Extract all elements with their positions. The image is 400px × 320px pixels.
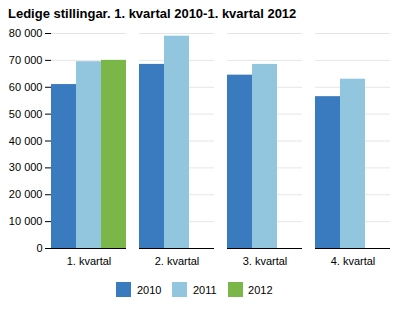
- svg-text:3. kvartal: 3. kvartal: [243, 255, 288, 267]
- svg-text:70 000: 70 000: [9, 54, 43, 66]
- svg-text:4. kvartal: 4. kvartal: [331, 255, 376, 267]
- html-text:2010: 2010: [136, 283, 162, 296]
- svg-text:0: 0: [36, 242, 42, 254]
- svg-text:1. kvartal: 1. kvartal: [67, 255, 112, 267]
- svg-text:30 000: 30 000: [9, 161, 43, 173]
- svg-text:80 000: 80 000: [9, 27, 43, 39]
- svg-text:20 000: 20 000: [9, 188, 43, 200]
- svg-text:50 000: 50 000: [9, 108, 43, 120]
- html-text:2012: 2012: [248, 283, 273, 296]
- svg-text:10 000: 10 000: [9, 215, 43, 227]
- svg-text:40 000: 40 000: [9, 135, 43, 147]
- svg-text:2. kvartal: 2. kvartal: [155, 255, 200, 267]
- html-text:2011: 2011: [192, 283, 217, 296]
- html-text:Ledige stillingar. 1. kvartal: Ledige stillingar. 1. kvartal 2010-1. kv…: [8, 6, 297, 21]
- svg-text:60 000: 60 000: [9, 81, 43, 93]
